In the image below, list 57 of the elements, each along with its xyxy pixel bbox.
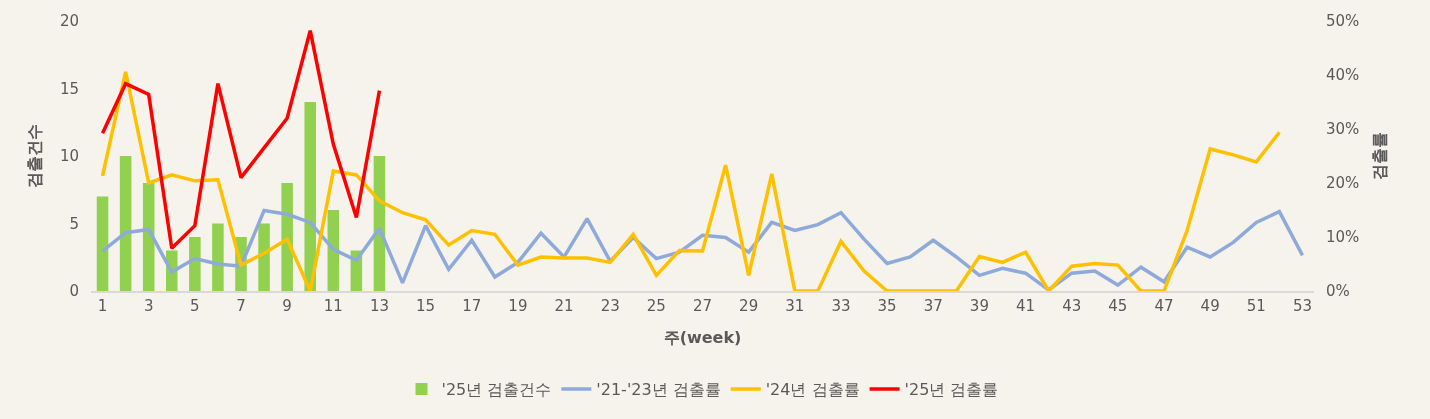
- x-tick-label: 45: [1108, 297, 1128, 315]
- y-tick-label: 20: [59, 12, 79, 31]
- y-tick-label: 0: [69, 282, 79, 301]
- y-tick-label: 10: [59, 147, 79, 166]
- x-tick-label: 21: [554, 297, 574, 315]
- x-tick-label: 35: [877, 297, 897, 315]
- x-tick-label: 1: [97, 297, 108, 315]
- line-series: [100, 28, 382, 251]
- x-axis-title: 주(week): [663, 328, 742, 348]
- bar: [212, 223, 224, 291]
- bar: [281, 183, 293, 291]
- y2-tick-label: 30%: [1326, 120, 1360, 139]
- line-series: [100, 70, 1282, 291]
- x-tick-label: 9: [282, 297, 292, 315]
- x-tick-label: 19: [508, 297, 528, 315]
- x-tick-label: 11: [323, 297, 343, 315]
- x-tick-label: 47: [1154, 297, 1174, 315]
- x-tick-label: 15: [416, 297, 436, 315]
- x-tick-label: 29: [739, 297, 759, 315]
- x-tick-label: 25: [646, 297, 666, 315]
- bar: [258, 223, 270, 291]
- x-tick-label: 41: [1016, 297, 1036, 315]
- x-tick-label: 53: [1292, 297, 1313, 315]
- x-tick-label: 3: [143, 297, 154, 315]
- x-tick-label: 7: [236, 297, 246, 315]
- bar: [327, 210, 340, 291]
- y-tick-label: 15: [59, 79, 79, 98]
- y2-tick-label: 10%: [1326, 228, 1360, 247]
- bar: [304, 102, 316, 291]
- x-tick-label: 39: [969, 297, 989, 315]
- y-tick-label: 5: [69, 214, 79, 233]
- x-tick-label: 51: [1246, 297, 1266, 315]
- y2-tick-label: 20%: [1326, 174, 1360, 193]
- legend-label: '25년 검출건수: [441, 380, 552, 400]
- legend-label: '25년 검출률: [904, 380, 999, 400]
- x-tick-label: 31: [785, 297, 805, 315]
- y2-axis-title: 검출률: [1370, 132, 1390, 180]
- x-tick-label: 37: [923, 297, 943, 315]
- legend-label: '21-'23년 검출률: [596, 380, 721, 400]
- x-tick-label: 33: [831, 297, 851, 315]
- bar: [96, 196, 109, 291]
- x-tick-label: 43: [1062, 297, 1082, 315]
- x-tick-label: 23: [600, 297, 620, 315]
- x-tick-label: 49: [1200, 297, 1220, 315]
- x-tick-label: 5: [190, 297, 200, 315]
- legend-label: '24년 검출률: [765, 380, 860, 400]
- y2-tick-label: 50%: [1326, 12, 1360, 31]
- x-tick-label: 27: [692, 297, 713, 315]
- y2-tick-label: 40%: [1326, 66, 1360, 85]
- x-tick-label: 17: [462, 297, 482, 315]
- bar: [119, 156, 132, 291]
- bar: [189, 237, 201, 291]
- line-series: [100, 208, 1305, 291]
- y-axis-title: 검출건수: [24, 124, 44, 188]
- bar: [142, 183, 155, 291]
- y2-tick-label: 0%: [1326, 282, 1350, 301]
- x-tick-label: 13: [369, 297, 389, 315]
